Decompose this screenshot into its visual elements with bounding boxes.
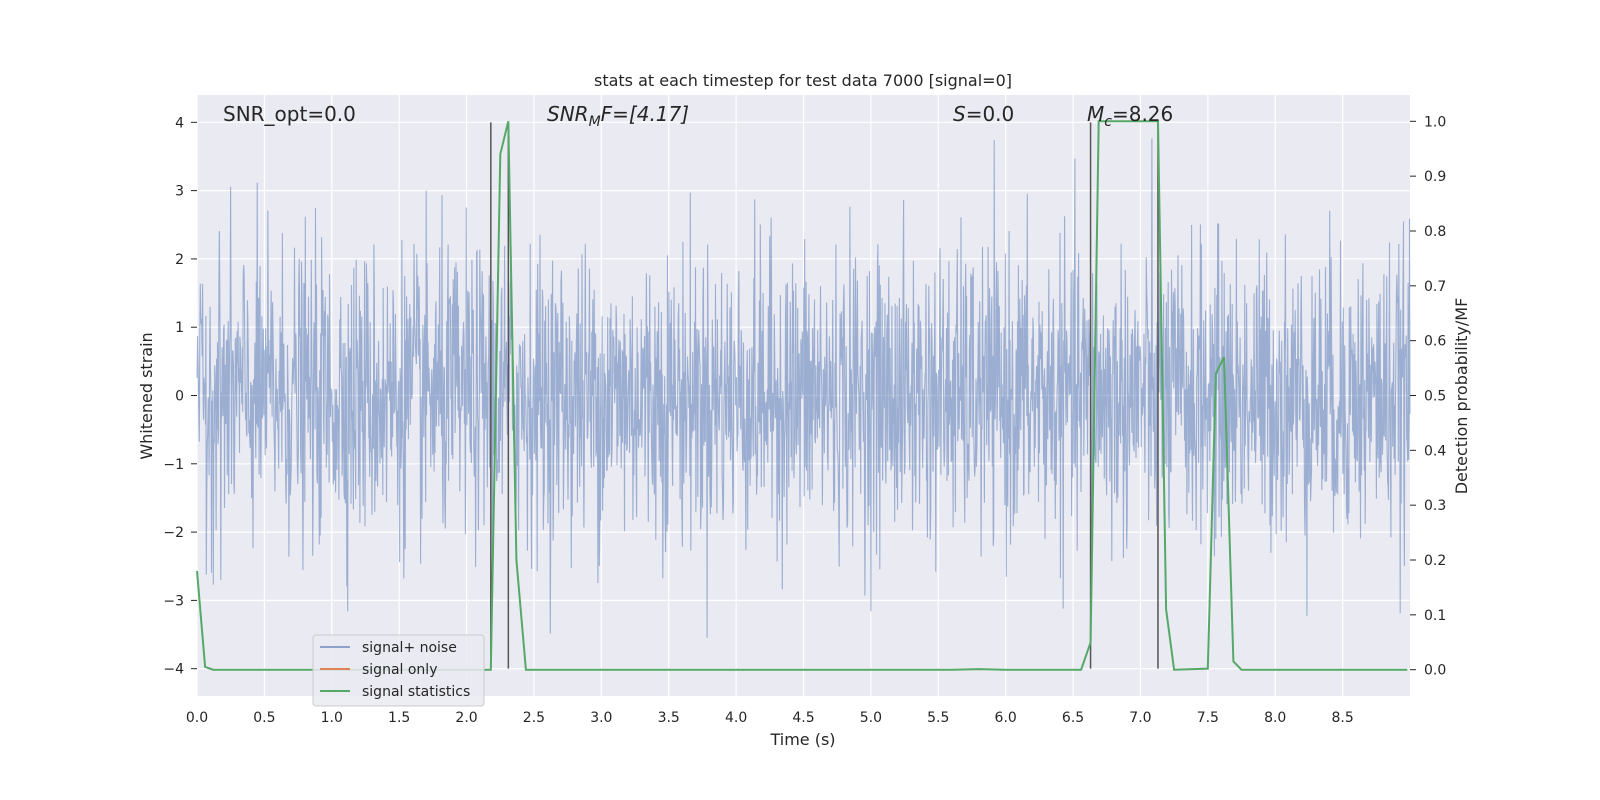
mc-value: =8.26 (1112, 102, 1173, 126)
y-tick-label: 0 (175, 389, 184, 405)
x-tick-label: 7.5 (1197, 710, 1219, 726)
x-tick-label: 4.5 (792, 710, 814, 726)
snr-mf-main: SNR (547, 102, 589, 126)
y-tick-label: 4 (175, 115, 184, 131)
y-tick-label: 2 (175, 252, 184, 268)
y-tick-label: 1 (175, 320, 184, 336)
snr-mf-sub: M (589, 114, 601, 130)
s-value: =0.0 (966, 102, 1015, 126)
x-tick-label: 3.5 (658, 710, 680, 726)
y-tick-label: −2 (163, 525, 184, 541)
y2-tick-label: 0.9 (1424, 169, 1446, 185)
y2-tick-label: 0.1 (1424, 608, 1446, 624)
y-ticks: −4 −3 −2 −1 0 1 2 3 4 (163, 115, 197, 678)
x-tick-label: 6.0 (995, 710, 1017, 726)
y-tick-label: −3 (163, 593, 184, 609)
chart-title: stats at each timestep for test data 700… (594, 71, 1012, 90)
y2-tick-label: 0.6 (1424, 334, 1446, 350)
annotation-s: S=0.0 (953, 102, 1014, 126)
x-axis-label: Time (s) (769, 730, 835, 749)
legend-box (312, 634, 485, 707)
x-tick-label: 6.5 (1062, 710, 1084, 726)
y2-ticks: 0.0 0.1 0.2 0.3 0.4 0.5 0.6 0.7 0.8 0.9 1.0 (1410, 114, 1446, 679)
x-tick-label: 1.5 (388, 710, 410, 726)
y2-tick-label: 1.0 (1424, 114, 1446, 130)
x-tick-label: 2.5 (523, 710, 545, 726)
x-tick-label: 7.0 (1129, 710, 1151, 726)
y2-tick-label: 0.2 (1424, 553, 1446, 569)
x-tick-label: 0.0 (186, 710, 208, 726)
legend-label-signal-noise: signal+ noise (362, 640, 457, 656)
vertical-lines (490, 122, 1159, 669)
x-tick-label: 8.0 (1264, 710, 1286, 726)
y-tick-label: −1 (163, 457, 184, 473)
x-ticks: 0.0 0.5 1.0 1.5 2.0 2.5 3.0 3.5 4.0 4.5 5.0 5.5 6.0 6… (186, 710, 1354, 726)
mc-sub: c (1104, 114, 1112, 130)
annotation-snr-mf: SNRMF=[4.17] (547, 102, 689, 130)
x-tick-label: 8.5 (1331, 710, 1353, 726)
y-tick-label: 3 (175, 184, 184, 200)
y2-tick-label: 0.0 (1424, 663, 1446, 679)
y2-axis-label: Detection probability/MF (1452, 298, 1471, 495)
snr-mf-rest: F=[4.17] (601, 102, 689, 126)
x-tick-label: 5.0 (860, 710, 882, 726)
noise-series (196, 138, 1411, 639)
y-tick-label: −4 (163, 662, 184, 678)
y2-tick-label: 0.8 (1424, 224, 1446, 240)
legend: signal+ noise signal only signal statist… (312, 634, 485, 707)
annotation-snr-opt: SNR_opt=0.0 (223, 102, 356, 126)
x-tick-label: 3.0 (590, 710, 612, 726)
y2-tick-label: 0.5 (1424, 389, 1446, 405)
annotation-mc: Mc=8.26 (1087, 102, 1173, 130)
x-tick-label: 4.0 (725, 710, 747, 726)
legend-label-signal-statistics: signal statistics (362, 684, 470, 700)
y-axis-label: Whitened strain (137, 332, 156, 459)
x-tick-label: 1.0 (321, 710, 343, 726)
signal-noise-line (196, 138, 1411, 639)
y2-tick-label: 0.3 (1424, 498, 1446, 514)
legend-label-signal-only: signal only (362, 662, 437, 678)
x-tick-label: 0.5 (253, 710, 275, 726)
s-italic: S (953, 102, 966, 126)
x-tick-label: 2.0 (455, 710, 477, 726)
y2-tick-label: 0.4 (1424, 443, 1446, 459)
x-tick-label: 5.5 (927, 710, 949, 726)
mc-main: M (1087, 102, 1104, 126)
y2-tick-label: 0.7 (1424, 279, 1446, 295)
